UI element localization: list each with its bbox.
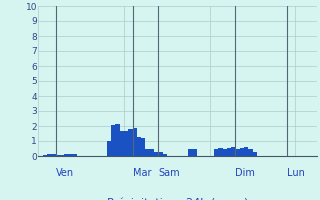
Bar: [120, 130, 124, 156]
Text: Ven: Ven: [56, 168, 74, 178]
Bar: [248, 149, 252, 156]
Bar: [111, 124, 116, 156]
Bar: [214, 148, 218, 156]
Bar: [51, 154, 56, 156]
Bar: [218, 148, 223, 156]
Bar: [146, 148, 150, 156]
Bar: [236, 148, 240, 156]
Bar: [163, 154, 167, 156]
Bar: [60, 154, 64, 156]
Bar: [73, 154, 77, 156]
Text: Mar: Mar: [132, 168, 151, 178]
Bar: [64, 154, 68, 156]
Bar: [223, 148, 227, 156]
Bar: [252, 152, 257, 156]
Bar: [158, 152, 163, 156]
Bar: [150, 148, 154, 156]
Bar: [188, 149, 193, 156]
Bar: [137, 137, 141, 156]
Text: Dim: Dim: [236, 168, 255, 178]
Bar: [132, 128, 137, 156]
Bar: [116, 124, 120, 156]
Text: Sam: Sam: [158, 168, 180, 178]
Bar: [240, 148, 244, 156]
Text: Lun: Lun: [287, 168, 305, 178]
Bar: [128, 129, 132, 156]
Bar: [56, 154, 60, 156]
Bar: [154, 152, 158, 156]
Bar: [193, 148, 197, 156]
Bar: [47, 154, 51, 156]
Text: Précipitations 24h ( mm ): Précipitations 24h ( mm ): [107, 198, 248, 200]
Bar: [107, 141, 111, 156]
Bar: [244, 147, 248, 156]
Bar: [231, 147, 236, 156]
Bar: [68, 154, 73, 156]
Bar: [141, 138, 146, 156]
Bar: [227, 148, 231, 156]
Bar: [124, 131, 128, 156]
Bar: [43, 154, 47, 156]
